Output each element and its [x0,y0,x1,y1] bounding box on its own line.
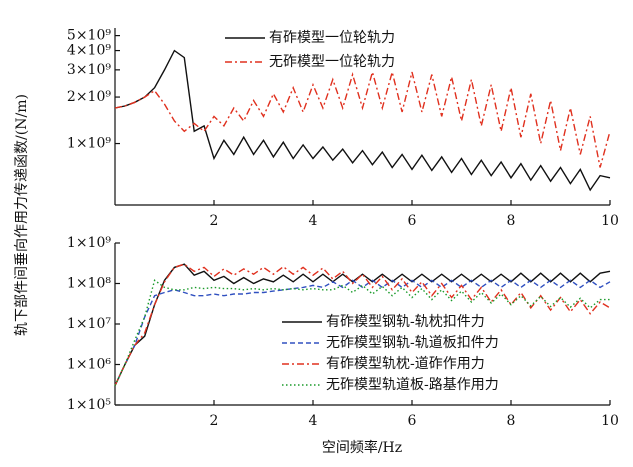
y-tick-label: 1×10⁸ [67,276,111,292]
y-axis-title: 轨下部件间垂向作用力传递函数/(N/m) [14,94,30,336]
x-tick-label: 10 [601,413,619,429]
y-tick-label: 4×10⁹ [67,43,111,59]
x-tick-label: 4 [309,213,318,229]
series-line [114,49,611,192]
legend-label: 有砟模型钢轨-轨枕扣件力 [326,314,485,330]
y-tick-label: 5×10⁹ [67,28,111,44]
x-axis-title: 空间频率/Hz [322,439,402,456]
y-tick-label: 2×10⁹ [67,89,111,105]
series-line [114,279,610,386]
y-tick-label: 1×10⁹ [67,235,111,251]
x-tick-label: 6 [408,413,417,429]
legend-label: 无砟模型一位轮轨力 [269,54,395,70]
x-tick-label: 10 [601,213,619,229]
legend-label: 有砟模型一位轮轨力 [269,30,395,46]
x-tick-label: 6 [408,213,417,229]
series-line [114,263,611,386]
y-tick-label: 1×10⁵ [67,397,111,413]
y-tick-label: 3×10⁹ [67,62,111,78]
x-tick-label: 2 [210,413,219,429]
legend-label: 无砟模型钢轨-轨道板扣件力 [326,335,499,351]
y-tick-label: 1×10⁶ [67,357,111,373]
legend-label: 有砟模型轨枕-道砟作用力 [326,356,485,372]
x-tick-label: 8 [507,413,516,429]
y-tick-label: 1×10⁷ [67,316,111,332]
series-line [114,69,611,168]
x-tick-label: 2 [210,213,219,229]
y-tick-label: 1×10⁹ [67,136,111,152]
series-line [114,279,611,386]
legend-label: 无砟模型轨道板-路基作用力 [326,376,499,393]
x-tick-label: 4 [309,413,318,429]
x-tick-label: 8 [507,213,516,229]
